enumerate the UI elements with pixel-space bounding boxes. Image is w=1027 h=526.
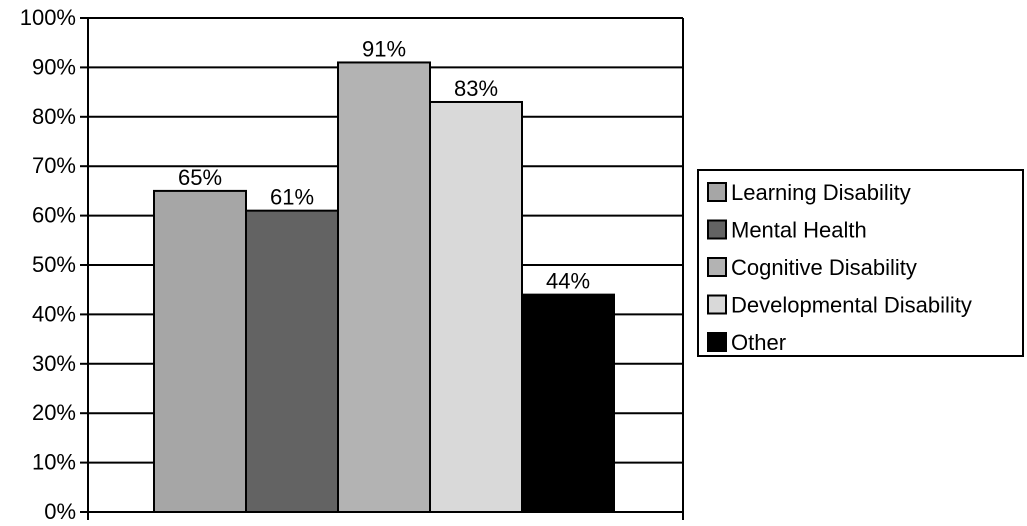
legend-label: Developmental Disability [731, 293, 972, 318]
y-tick-label: 70% [32, 153, 76, 178]
bar [521, 293, 615, 514]
legend-label: Other [731, 330, 786, 355]
legend-swatch [707, 294, 727, 315]
data-label: 44% [546, 269, 590, 294]
data-labels: 65% 61% 91% 83% 44% [178, 36, 590, 293]
y-tick-label: 60% [32, 203, 76, 228]
y-tick-label: 80% [32, 104, 76, 129]
legend-label: Learning Disability [731, 180, 911, 205]
legend-label: Mental Health [731, 218, 867, 243]
bar [429, 100, 523, 513]
y-tick-label: 30% [32, 351, 76, 376]
legend: Learning Disability Mental Health Cognitiv… [697, 169, 1024, 357]
data-label: 91% [362, 36, 406, 61]
y-tick-label: 90% [32, 54, 76, 79]
bars [153, 61, 615, 514]
legend-swatch [707, 219, 727, 240]
data-label: 61% [270, 185, 314, 210]
y-tick-label: 20% [32, 400, 76, 425]
data-label: 83% [454, 76, 498, 101]
bar [245, 209, 339, 513]
y-tick-label: 50% [32, 252, 76, 277]
axes: 0% 10% 20% 30% 40% 50% 60% 70% 80% 90% 100% [20, 5, 684, 524]
legend-box [697, 169, 1024, 357]
legend-swatch [707, 257, 727, 277]
legend-swatch [707, 182, 727, 202]
y-tick-label: 0% [44, 499, 76, 521]
y-tick-label: 100% [20, 5, 76, 30]
bar [337, 61, 431, 514]
bar [153, 189, 247, 513]
data-label: 65% [178, 165, 222, 190]
legend-label: Cognitive Disability [731, 255, 917, 280]
y-tick-label: 40% [32, 301, 76, 326]
legend-swatch [707, 332, 727, 352]
y-tick-label: 10% [32, 450, 76, 475]
